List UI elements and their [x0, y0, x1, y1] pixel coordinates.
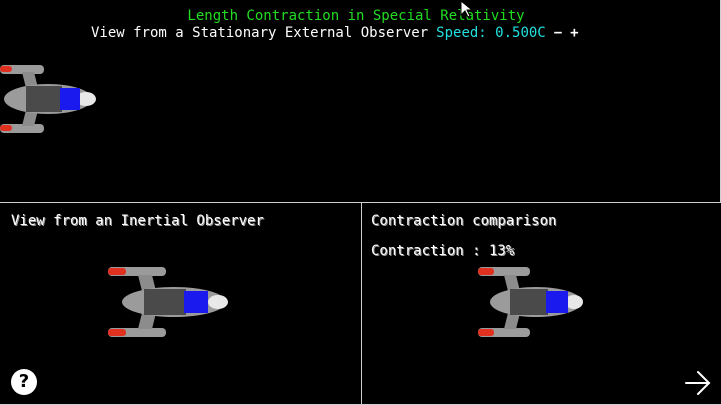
- next-button[interactable]: [684, 369, 712, 397]
- subtitle: View from a Stationary External Observer: [91, 25, 429, 41]
- page-title: Length Contraction in Special Relativity: [187, 8, 525, 24]
- mouse-cursor-icon: [460, 0, 474, 18]
- stationary-view-panel: [0, 0, 721, 203]
- spaceship-comparison: [478, 267, 583, 337]
- contraction-readout: Contraction : 13%: [371, 243, 515, 259]
- arrow-right-icon: [685, 371, 711, 395]
- question-circle-icon: ?: [18, 371, 30, 392]
- spaceship-rest: [108, 267, 228, 337]
- spaceship-contracted: [0, 65, 96, 133]
- inertial-view-panel: View from an Inertial Observer ?: [0, 202, 362, 405]
- speed-decrease-button[interactable]: −: [553, 25, 563, 41]
- speed-readout: Speed: 0.500C: [436, 25, 546, 41]
- comparison-panel: Contraction comparison Contraction : 13%: [361, 202, 721, 405]
- speed-increase-button[interactable]: +: [570, 25, 579, 41]
- subtitle-row: View from a Stationary External Observer…: [91, 25, 579, 41]
- comparison-label: Contraction comparison: [371, 213, 557, 229]
- inertial-view-label: View from an Inertial Observer: [11, 213, 264, 229]
- help-button[interactable]: ?: [11, 369, 37, 395]
